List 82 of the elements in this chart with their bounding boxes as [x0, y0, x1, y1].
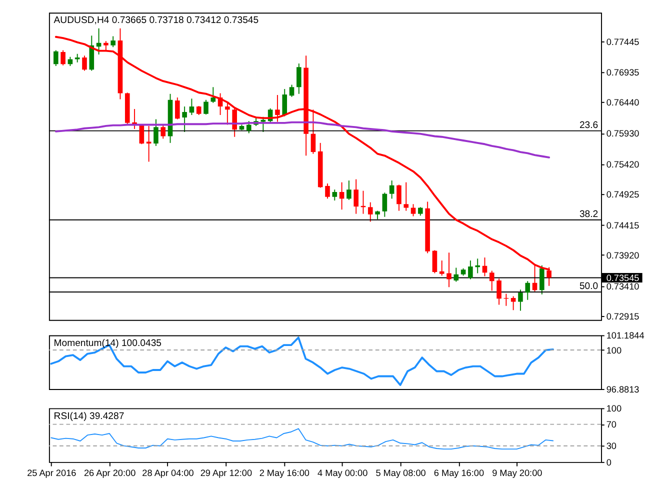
x-tick-label: 6 May 16:00: [434, 468, 484, 478]
candlestick: [275, 94, 280, 122]
x-tick-label: 26 Apr 20:00: [84, 468, 136, 478]
candlestick: [104, 40, 108, 51]
x-tick-label: 4 May 00:00: [318, 468, 368, 478]
y-tick-label: 0.72915: [606, 311, 640, 322]
y-tick-label: 96.8813: [606, 384, 640, 394]
candlestick: [175, 96, 180, 120]
candlestick: [204, 99, 208, 115]
chart-title: AUDUSD,H4 0.73665 0.73718 0.73412 0.73545: [54, 15, 259, 26]
y-tick-label: 0.73545: [606, 273, 640, 284]
x-tick-label: 9 May 20:00: [492, 468, 542, 478]
y-tick-label: 0.76440: [606, 98, 640, 108]
annotation: 38.2: [579, 209, 598, 220]
y-tick-label: 0.73410: [606, 281, 640, 292]
x-tick-label: 28 Apr 04:00: [142, 468, 194, 478]
candlestick: [289, 84, 294, 98]
candlestick: [368, 202, 373, 222]
candlestick: [282, 88, 288, 117]
candlestick: [540, 264, 544, 295]
chart-title: RSI(14) 39.4287: [54, 410, 124, 422]
candlestick: [160, 124, 166, 140]
candlestick: [182, 106, 187, 132]
candlestick: [189, 98, 194, 116]
candlestick: [210, 86, 216, 104]
y-tick-label: 0.76935: [606, 68, 640, 78]
candlestick: [154, 118, 158, 146]
candlestick: [354, 178, 358, 214]
candlestick: [525, 280, 530, 300]
candlestick: [232, 108, 237, 138]
candlestick: [346, 180, 352, 200]
candlestick: [446, 252, 452, 288]
candlestick: [454, 267, 459, 282]
y-tick-label: 0.75930: [606, 128, 640, 139]
candlestick: [432, 250, 438, 274]
annotation: 23.6: [579, 120, 598, 131]
candlestick: [410, 204, 416, 217]
candlestick: [246, 120, 252, 134]
candlestick: [225, 102, 230, 126]
candlestick: [332, 189, 338, 201]
candlestick: [146, 125, 152, 162]
annotation: 50.0: [579, 281, 598, 292]
y-tick-label: 70: [606, 420, 616, 430]
x-tick-label: 29 Apr 12:00: [200, 468, 252, 478]
y-tick-label: 0: [606, 457, 612, 468]
candlestick: [404, 182, 409, 212]
candlestick: [396, 184, 402, 212]
y-tick-label: 30: [606, 441, 616, 452]
candlestick: [389, 180, 394, 200]
x-tick-label: 2 May 16:00: [259, 468, 310, 478]
candlestick: [439, 260, 444, 276]
y-tick-label: 100: [606, 345, 622, 356]
candlestick: [382, 192, 388, 218]
candlestick: [60, 50, 66, 66]
candlestick: [325, 183, 330, 200]
y-tick-label: 0.73920: [606, 250, 640, 260]
candlestick: [54, 50, 58, 66]
candlestick: [310, 109, 316, 154]
line-series: [50, 336, 554, 386]
chart-title: Momentum(14) 100.0435: [54, 338, 162, 349]
x-tick-label: 5 May 08:00: [376, 468, 426, 478]
candlestick: [518, 289, 523, 312]
candlestick: [482, 256, 488, 277]
y-tick-label: 0.75420: [606, 159, 640, 170]
x-tick-label: 25 Apr 2016: [27, 468, 76, 478]
candlestick: [110, 36, 116, 48]
candlestick: [82, 55, 87, 72]
candlestick: [296, 63, 302, 94]
y-tick-label: 0.74415: [606, 220, 640, 230]
candlestick: [468, 260, 473, 280]
y-tick-label: 0.74925: [606, 189, 640, 200]
candlestick: [489, 270, 494, 292]
y-tick-label: 100: [606, 404, 622, 414]
candlestick: [139, 124, 144, 145]
candlestick: [496, 278, 502, 306]
candlestick: [510, 296, 516, 311]
candlestick: [96, 28, 102, 55]
y-tick-label: 101.1844: [606, 330, 644, 341]
line-series: [50, 428, 554, 450]
candlestick: [196, 105, 202, 116]
candlestick: [339, 182, 344, 210]
y-tick-label: 0.77445: [606, 36, 640, 47]
